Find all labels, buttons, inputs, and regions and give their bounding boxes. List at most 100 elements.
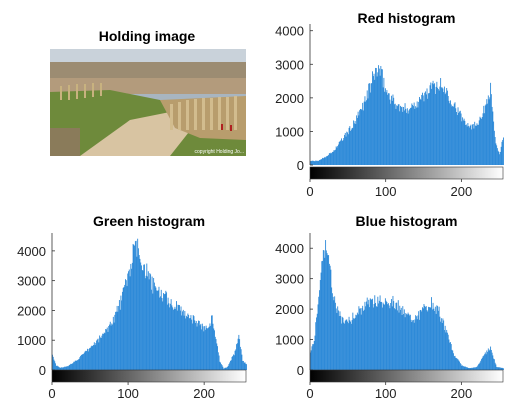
blue-bin-61 [356,315,358,370]
red-bin-251 [499,151,501,165]
green-bin-26 [71,363,73,370]
green-bin-175 [185,318,187,370]
red-bin-189 [453,106,454,165]
red-bin-59 [354,121,356,165]
blue-bin-153 [425,306,427,370]
green-bin-142 [160,296,161,370]
blue-xtick-label-200: 200 [451,386,473,401]
red-bin-131 [409,109,411,165]
green-bin-201 [204,329,206,370]
red-bin-212 [470,124,472,165]
red-ytick-label-3000: 3000 [275,57,304,72]
red-bin-249 [498,151,500,165]
red-bin-103 [387,93,389,165]
blue-bin-244 [494,362,496,370]
red-bin-123 [403,107,404,165]
green-bin-76 [109,321,111,370]
green-bin-7 [57,366,59,370]
blue-bin-252 [500,367,502,370]
blue-ytick-label-4000: 4000 [275,241,304,256]
blue-bin-22 [326,253,328,370]
red-bin-182 [447,95,449,165]
red-bin-75 [366,90,368,165]
green-bin-166 [178,305,180,370]
blue-bin-118 [399,305,401,370]
green-bin-104 [131,268,133,370]
green-bin-57 [95,343,97,370]
red-bin-186 [450,104,452,165]
red-bin-209 [468,126,470,165]
red-bin-185 [450,100,451,165]
blue-bin-201 [462,365,464,370]
red-bin-62 [356,117,358,165]
red-bin-47 [345,136,347,165]
green-bin-170 [181,315,183,370]
blue-bin-168 [437,306,439,370]
blue-bin-35 [336,312,338,370]
blue-bin-122 [402,306,404,370]
blue-bin-135 [412,320,414,370]
green-bin-65 [101,335,103,370]
green-bin-53 [92,346,94,370]
blue-bin-112 [394,309,396,370]
red-bin-231 [484,105,486,165]
blue-bin-62 [356,312,358,370]
red-ytick-label-4000: 4000 [275,24,304,39]
blue-bin-111 [394,308,395,370]
blue-bin-121 [401,314,403,370]
green-bin-89 [119,309,121,370]
blue-bin-214 [471,367,473,370]
blue-bin-110 [393,301,395,370]
blue-bin-125 [404,317,406,370]
red-bin-35 [336,147,338,165]
red-histogram-title: Red histogram [357,10,455,26]
blue-bin-18 [323,250,325,370]
blue-bin-128 [406,314,408,370]
green-bin-134 [153,282,155,370]
red-xtick-label-100: 100 [375,184,397,199]
green-bin-117 [141,265,142,370]
green-bin-171 [182,311,183,370]
red-bin-14 [320,159,322,165]
blue-bin-83 [372,307,374,370]
blue-ytick-label-3000: 3000 [275,272,304,287]
red-bin-105 [389,99,391,165]
red-bin-202 [462,120,464,165]
green-bin-116 [140,262,142,370]
red-bin-144 [418,96,420,165]
red-bin-192 [455,108,457,165]
blue-bin-59 [354,317,356,370]
blue-bin-66 [359,308,361,370]
red-bin-119 [400,105,401,165]
red-bin-72 [364,96,366,165]
green-ytick-label-2000: 2000 [17,303,46,318]
green-bin-219 [218,355,220,370]
blue-bin-209 [468,367,470,370]
green-bin-96 [125,279,126,370]
red-bin-114 [396,105,398,165]
blue-bin-92 [379,295,381,370]
blue-bin-205 [465,366,467,370]
blue-bin-85 [374,295,376,370]
red-bin-167 [436,81,438,165]
green-bin-77 [110,325,112,370]
red-bin-56 [352,127,354,165]
green-bin-95 [124,284,126,370]
green-bin-41 [83,353,85,370]
red-bin-70 [362,110,364,165]
red-bin-127 [406,112,408,165]
red-bin-78 [369,83,370,165]
blue-bin-164 [434,310,436,370]
blue-bin-31 [333,300,335,370]
red-bin-247 [496,148,498,165]
green-bin-39 [81,354,83,370]
green-bin-97 [125,280,127,370]
green-bin-208 [210,325,212,370]
green-bin-10 [59,367,61,370]
green-bin-79 [112,324,114,370]
green-bin-174 [184,311,186,370]
blue-bin-84 [373,304,375,370]
blue-bin-170 [438,306,440,370]
green-bin-20 [67,366,69,370]
green-bin-214 [214,336,216,370]
